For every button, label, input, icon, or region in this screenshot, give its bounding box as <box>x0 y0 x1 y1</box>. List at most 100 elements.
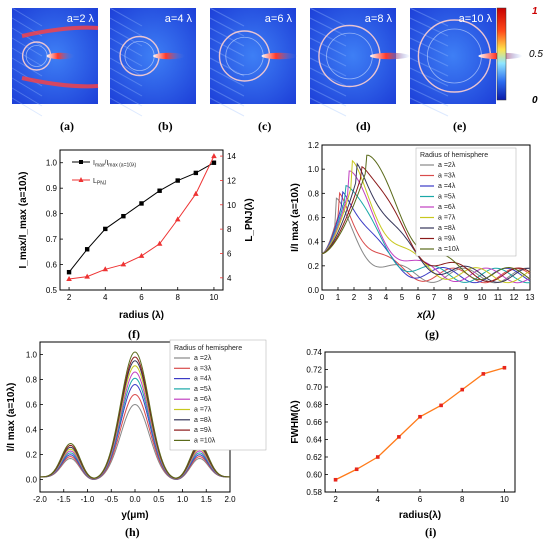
y-tick-label: 0.58 <box>306 488 322 497</box>
field-map-5: a=10 λ <box>409 7 523 117</box>
side-lobe <box>21 25 99 38</box>
y-tick-label: 0.70 <box>306 383 322 392</box>
series-line <box>321 162 531 283</box>
legend-label: a =5λ <box>194 386 212 393</box>
series-line <box>39 403 231 480</box>
nanojet <box>261 52 298 60</box>
x-tick-label: -2.0 <box>33 495 47 504</box>
interference-fringe <box>409 17 449 37</box>
interference-fringe <box>209 67 245 87</box>
x-tick-label: 1.5 <box>201 495 213 504</box>
interference-fringe <box>109 17 143 37</box>
field-map-label: a=2 λ <box>67 13 95 25</box>
y-tick-label: 0.8 <box>26 376 38 385</box>
y-tick-label: 0.62 <box>306 453 322 462</box>
x-tick-label: 10 <box>500 495 509 504</box>
legend-title: Radius of hemisphere <box>420 152 488 159</box>
marker-lpnj <box>66 276 72 282</box>
y-tick-label: 0.74 <box>306 348 322 357</box>
panel-letter-h: (h) <box>125 525 140 539</box>
marker-imax <box>211 160 217 165</box>
x-tick-label: 5 <box>400 293 405 302</box>
field-map-label: a=10 λ <box>459 13 493 25</box>
x-tick-label: 11 <box>494 293 503 302</box>
x-tick-label: 8 <box>460 495 465 504</box>
interference-fringe <box>209 57 245 77</box>
y-tick-label: 0.2 <box>26 451 38 460</box>
y-tick-label: 0.6 <box>46 261 58 270</box>
legend-label: a =9λ <box>194 427 212 434</box>
interference-fringe <box>409 47 449 67</box>
y-tick-label: 0.0 <box>26 476 38 485</box>
legend-label: a =8λ <box>438 225 456 232</box>
interference-fringe <box>409 77 449 97</box>
marker-lpnj <box>174 216 181 222</box>
interference-fringe <box>309 27 347 47</box>
panel-letter-c: (c) <box>258 119 271 133</box>
marker-lpnj <box>138 252 145 258</box>
y-tick-label: 1.2 <box>308 141 320 150</box>
y-axis-label: FWHM(λ) <box>290 400 301 443</box>
x-axis-label: x(λ) <box>416 310 435 321</box>
legend-label: a =10λ <box>438 246 460 253</box>
interference-fringe <box>309 7 347 27</box>
y-tick-label: 0.2 <box>308 262 320 271</box>
field-map-4: a=8 λ <box>309 7 410 117</box>
interference-fringe <box>209 97 245 117</box>
y-right-tick-label: 14 <box>227 152 236 161</box>
marker-fwhm <box>439 403 443 408</box>
x-tick-label: 2 <box>333 495 338 504</box>
marker-lpnj <box>84 273 90 279</box>
y-axis-label: I/I max (a=10λ) <box>290 183 301 252</box>
interference-fringe <box>11 7 43 27</box>
interference-fringe <box>309 17 347 37</box>
y-tick-label: 0.6 <box>26 401 38 410</box>
x-tick-label: 6 <box>418 495 423 504</box>
marker-fwhm <box>418 414 422 419</box>
interference-fringe <box>209 37 245 57</box>
panel-letter-a: (a) <box>60 119 74 133</box>
marker-lpnj <box>102 266 109 272</box>
interference-fringe <box>409 57 449 77</box>
marker-imax <box>139 201 144 206</box>
marker-lpnj <box>211 153 217 159</box>
legend-label: a =8λ <box>194 417 212 424</box>
y-right-tick-label: 4 <box>227 274 232 283</box>
marker-imax <box>103 226 108 232</box>
legend-label: a =10λ <box>194 437 216 444</box>
field-map-label: a=4 λ <box>165 13 193 25</box>
field-map-row: a=2 λ a=4 λ a=6 λ a=8 λ a=10 λ <box>11 7 523 117</box>
legend-label: a =6λ <box>194 396 212 403</box>
legend-label: a =6λ <box>438 204 456 211</box>
x-tick-label: 0 <box>320 293 325 302</box>
y-tick-label: 0.68 <box>306 401 322 410</box>
series-line <box>321 165 531 283</box>
y-tick-label: 0.5 <box>46 286 58 295</box>
colorbar: 1 0.5 0 <box>496 6 543 106</box>
interference-fringe <box>11 87 43 107</box>
legend-label: a =7λ <box>438 215 456 222</box>
series-line <box>39 393 231 480</box>
marker-lpnj <box>193 190 199 196</box>
y-axis-label-left: I_max/I_max (a=10λ) <box>18 171 29 268</box>
x-tick-label: 1 <box>336 293 341 302</box>
chart-g: 0 1 2 3 4 5 6 7 8 9 10 11 12 130.00.20.40.60.81.01.2R… <box>290 141 535 321</box>
x-tick-label: 8 <box>175 293 180 302</box>
x-tick-label: 3 <box>368 293 373 302</box>
interference-fringe <box>109 77 143 97</box>
marker-imax <box>66 269 72 275</box>
y-tick-label: 0.4 <box>26 426 38 435</box>
x-axis-label: radius(λ) <box>399 510 441 521</box>
x-tick-label: 10 <box>478 293 487 302</box>
x-axis-label: radius (λ) <box>119 310 164 321</box>
x-tick-label: 0.5 <box>153 495 165 504</box>
interference-fringe <box>11 77 43 97</box>
x-tick-label: 4 <box>376 495 381 504</box>
field-map-label: a=6 λ <box>265 13 293 25</box>
interference-fringe <box>11 47 43 67</box>
panel-letter-i: (i) <box>425 525 436 539</box>
y-tick-label: 0.8 <box>46 210 58 219</box>
x-tick-label: 6 <box>416 293 421 302</box>
nanojet <box>153 52 186 60</box>
x-tick-label: -0.5 <box>104 495 118 504</box>
